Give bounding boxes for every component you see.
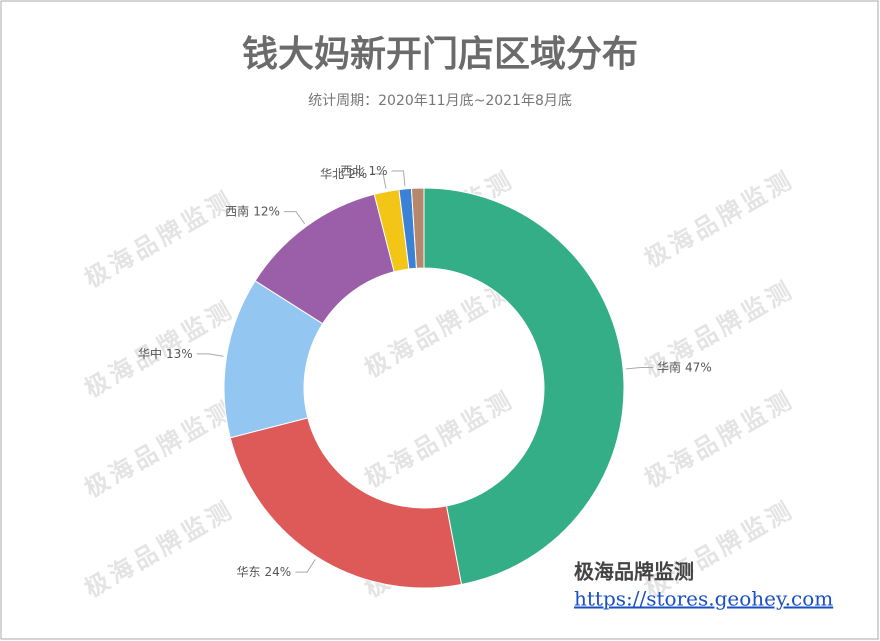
data-label: 华中 13% — [138, 345, 193, 360]
label-value: 12% — [253, 204, 280, 218]
label-value: 2% — [348, 166, 367, 180]
label-value: 47% — [685, 360, 712, 374]
chart-title: 钱大妈新开门店区域分布 — [242, 33, 638, 75]
data-label: 西南 12% — [225, 203, 280, 218]
label-value: 24% — [265, 565, 292, 579]
leader-line — [371, 173, 387, 189]
leader-line — [626, 366, 654, 370]
label-category: 华北 — [320, 166, 344, 180]
data-label: 西北 1% — [340, 163, 387, 177]
data-label: 华东 24% — [237, 565, 292, 579]
source-url[interactable]: https://stores.geohey.com — [574, 587, 833, 611]
slice — [423, 187, 625, 586]
leader-line — [283, 211, 306, 225]
plot: 华南 47% 华东 24% 华中 13% 西南 12% 华北 2%西北 1% — [138, 163, 712, 589]
chart-subtitle: 统计周期：2020年11月底~2021年8月底 — [308, 93, 572, 109]
leader-line — [295, 559, 316, 573]
slice — [229, 417, 463, 589]
label-category: 西南 — [225, 203, 249, 218]
source-name: 极海品牌监测 — [574, 560, 694, 584]
slice — [410, 187, 425, 269]
label-value: 13% — [166, 346, 193, 360]
label-value: 1% — [368, 163, 387, 177]
label-category: 西北 — [340, 163, 364, 177]
label-category: 华南 — [657, 359, 681, 374]
leader-line — [391, 170, 406, 186]
label-category: 华中 — [138, 345, 162, 360]
label-category: 华东 — [237, 565, 261, 579]
leader-line — [196, 353, 224, 357]
data-label: 华北 2% — [320, 166, 367, 180]
data-label: 华南 47% — [657, 359, 712, 374]
